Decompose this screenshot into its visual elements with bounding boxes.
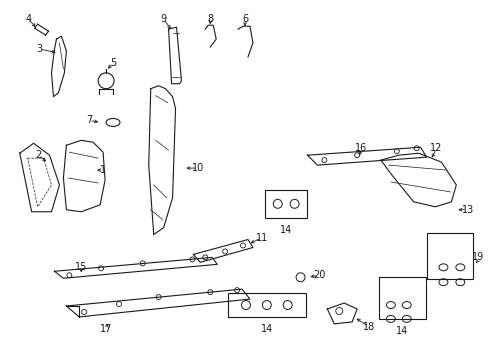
Text: 8: 8 xyxy=(207,14,213,24)
Text: 4: 4 xyxy=(25,14,32,24)
Text: 6: 6 xyxy=(242,14,247,24)
Text: 14: 14 xyxy=(279,225,291,235)
Text: 17: 17 xyxy=(100,324,112,334)
Text: 11: 11 xyxy=(255,233,267,243)
Text: 7: 7 xyxy=(86,116,92,126)
Bar xyxy=(378,277,425,319)
Text: 14: 14 xyxy=(395,326,407,336)
Text: 20: 20 xyxy=(313,270,325,280)
Text: 19: 19 xyxy=(471,252,483,262)
Text: 9: 9 xyxy=(160,14,166,24)
Bar xyxy=(264,190,306,218)
Bar xyxy=(228,293,305,317)
Text: 13: 13 xyxy=(461,205,473,215)
Text: 15: 15 xyxy=(75,262,87,272)
Text: 10: 10 xyxy=(192,163,204,173)
Text: 2: 2 xyxy=(36,150,41,160)
Bar xyxy=(426,233,472,279)
Text: 3: 3 xyxy=(37,44,42,54)
Text: 1: 1 xyxy=(100,165,106,175)
Text: 5: 5 xyxy=(110,58,116,68)
Text: 14: 14 xyxy=(260,324,272,334)
Text: 16: 16 xyxy=(354,143,366,153)
Text: 12: 12 xyxy=(429,143,442,153)
Text: 18: 18 xyxy=(362,322,374,332)
